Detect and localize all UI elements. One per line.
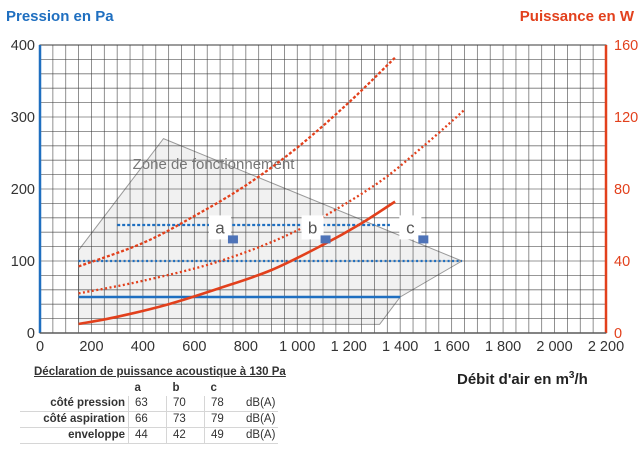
acoustic-points: a b c: [208, 215, 429, 244]
x-tick-label: 200: [79, 339, 103, 355]
x-tick-label: 1 600: [433, 339, 469, 355]
acoustic-row-enveloppe: enveloppe 44 42 49 dB(A): [20, 427, 279, 444]
y-right-tick-label: 80: [614, 182, 630, 198]
acoustic-value: 42: [166, 427, 205, 444]
x-tick-label: 1 800: [485, 339, 521, 355]
x-tick-label: 2 200: [588, 339, 624, 355]
x-axis-title: Débit d'air en m3/h: [457, 370, 588, 388]
y-right-tick-label: 40: [614, 254, 630, 270]
acoustic-value: 79: [204, 411, 242, 428]
y-right-tick-label: 120: [614, 110, 638, 126]
point-label-b: b: [308, 218, 317, 237]
y-right-tick-label: 160: [614, 38, 638, 54]
power-curves: [78, 56, 466, 326]
power-curve-dotted: [78, 108, 466, 295]
acoustic-row-pression: côté pression 63 70 78 dB(A): [20, 396, 279, 412]
acoustic-value: 44: [128, 427, 167, 444]
acoustic-value: 49: [204, 427, 242, 444]
axes: Zone de fonctionnement: [38, 44, 608, 334]
acoustic-row-aspiration: côté aspiration 66 73 79 dB(A): [20, 411, 279, 428]
y-left-tick-label: 200: [11, 182, 35, 198]
acoustic-col-a: a: [134, 382, 141, 394]
right-axis-title: Puissance en W: [519, 8, 634, 25]
x-tick-label: 600: [182, 339, 206, 355]
zone-label: Zone de fonctionnement: [133, 156, 296, 173]
x-tick-label: 800: [234, 339, 258, 355]
x-tick-label: 1 200: [331, 339, 367, 355]
x-axis-title-text: Débit d'air en m: [457, 371, 569, 388]
point-label-c: c: [406, 218, 415, 237]
acoustic-row-label: enveloppe: [20, 427, 129, 444]
y-left-tick-label: 0: [27, 326, 35, 342]
acoustic-value: 66: [128, 411, 167, 428]
y-left-tick-label: 400: [11, 38, 35, 54]
acoustic-value: 70: [166, 396, 205, 412]
acoustic-header-unit: [242, 381, 278, 396]
acoustic-header-empty: [20, 381, 129, 396]
power-curve-solid: [78, 200, 396, 326]
point-marker-a: [227, 235, 238, 244]
x-axis-title-sup: 3: [568, 370, 575, 381]
acoustic-col-c: c: [210, 382, 217, 394]
grid: [40, 45, 606, 333]
acoustic-unit: dB(A): [242, 396, 279, 412]
acoustic-header-row: a b c: [20, 381, 278, 396]
acoustic-table: a b c côté pression 63 70 78 dB(A) côté …: [20, 381, 279, 444]
x-axis-title-suffix: /h: [574, 371, 588, 388]
acoustic-value: 73: [166, 411, 205, 428]
acoustic-value: 63: [128, 396, 167, 412]
acoustic-value: 78: [204, 396, 242, 412]
x-tick-label: 0: [36, 339, 44, 355]
acoustic-row-label: côté aspiration: [20, 411, 129, 428]
left-axis-title: Pression en Pa: [6, 8, 114, 25]
x-tick-label: 1 400: [382, 339, 418, 355]
acoustic-table-title: Déclaration de puissance acoustique à 13…: [34, 366, 286, 378]
x-tick-label: 2 000: [536, 339, 572, 355]
acoustic-unit: dB(A): [242, 411, 279, 428]
point-marker-c: [418, 235, 429, 244]
point-label-box: [208, 215, 231, 240]
point-label-box: [399, 215, 422, 240]
y-right-tick-label: 0: [614, 326, 622, 342]
point-label-a: a: [215, 218, 225, 237]
y-left-tick-label: 100: [11, 254, 35, 270]
x-tick-label: 400: [131, 339, 155, 355]
point-label-box: [301, 215, 324, 240]
point-marker-b: [320, 235, 331, 244]
acoustic-row-label: côté pression: [20, 396, 129, 412]
acoustic-col-b: b: [172, 382, 180, 394]
pressure-curves: [78, 223, 462, 299]
power-curve-dashed: [78, 56, 396, 268]
y-left-tick-label: 300: [11, 110, 35, 126]
tick-labels: 0 200 400 600 800 1 000 1 200 1 400 1 600 1 800 2 …: [11, 38, 638, 355]
x-tick-label: 1 000: [279, 339, 315, 355]
acoustic-unit: dB(A): [242, 427, 279, 444]
